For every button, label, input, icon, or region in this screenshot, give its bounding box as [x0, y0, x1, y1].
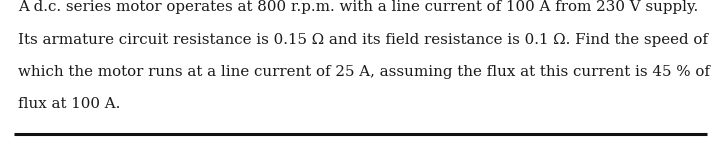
Text: flux at 100 A.: flux at 100 A. — [18, 97, 120, 111]
Text: Its armature circuit resistance is 0.15 Ω and its field resistance is 0.1 Ω. Fin: Its armature circuit resistance is 0.15 … — [18, 33, 707, 47]
Text: which the motor runs at a line current of 25 A, assuming the flux at this curren: which the motor runs at a line current o… — [18, 65, 710, 79]
Text: A d.c. series motor operates at 800 r.p.m. with a line current of 100 A from 230: A d.c. series motor operates at 800 r.p.… — [18, 0, 698, 14]
